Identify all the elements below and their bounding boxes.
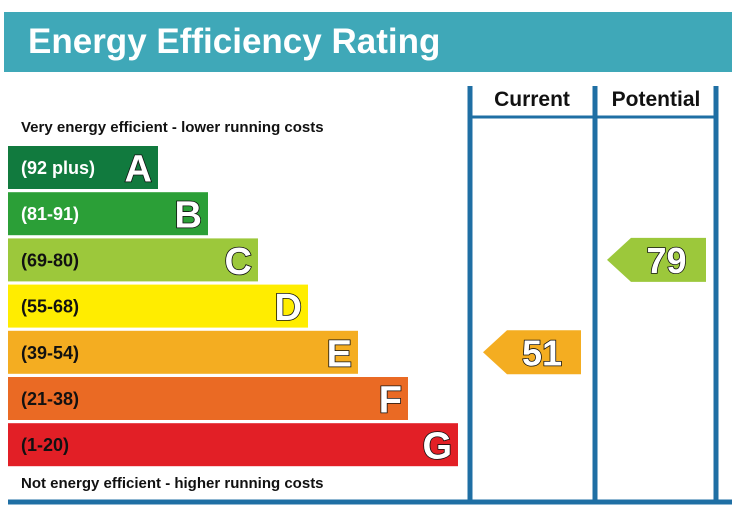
band-g-bar bbox=[8, 423, 458, 467]
bottom-note: Not energy efficient - higher running co… bbox=[21, 475, 324, 492]
band-b-bar bbox=[8, 192, 208, 236]
band-d-bar bbox=[8, 284, 308, 328]
rating-bands: (92 plus) A (81-91) B (69-80) C (55-68) D (39-54… bbox=[8, 146, 458, 469]
band-e-range: (39-54) bbox=[21, 343, 79, 363]
current-column-header: Current bbox=[494, 88, 570, 111]
chart-frame bbox=[8, 86, 732, 505]
band-d-range: (55-68) bbox=[21, 297, 79, 317]
potential-arrow bbox=[607, 237, 706, 282]
band-e-letter: E bbox=[327, 333, 352, 375]
top-note: Very energy efficient - lower running co… bbox=[21, 119, 324, 136]
potential-column-header: Potential bbox=[612, 88, 701, 111]
band-e-bar bbox=[8, 330, 358, 374]
band-a-bar bbox=[8, 146, 158, 189]
band-c-bar bbox=[8, 238, 258, 282]
title-banner: Energy Efficiency Rating bbox=[4, 12, 732, 72]
potential-score: 79 bbox=[646, 240, 686, 281]
band-a-letter: A bbox=[125, 149, 152, 191]
band-d-letter: D bbox=[275, 287, 302, 329]
page-title: Energy Efficiency Rating bbox=[28, 22, 441, 61]
current-arrow bbox=[483, 330, 581, 375]
band-b-letter: B bbox=[175, 195, 202, 237]
band-c-range: (69-80) bbox=[21, 250, 79, 270]
band-f-bar bbox=[8, 377, 408, 420]
band-g-letter: G bbox=[422, 426, 452, 468]
band-f-range: (21-38) bbox=[21, 389, 79, 409]
band-g-range: (1-20) bbox=[21, 435, 69, 455]
band-b-range: (81-91) bbox=[21, 204, 79, 224]
rating-arrows: 51 79 bbox=[483, 237, 706, 375]
band-f-letter: F bbox=[379, 380, 402, 422]
current-score: 51 bbox=[522, 332, 562, 373]
band-a-range: (92 plus) bbox=[21, 158, 95, 178]
band-c-letter: C bbox=[225, 241, 252, 283]
